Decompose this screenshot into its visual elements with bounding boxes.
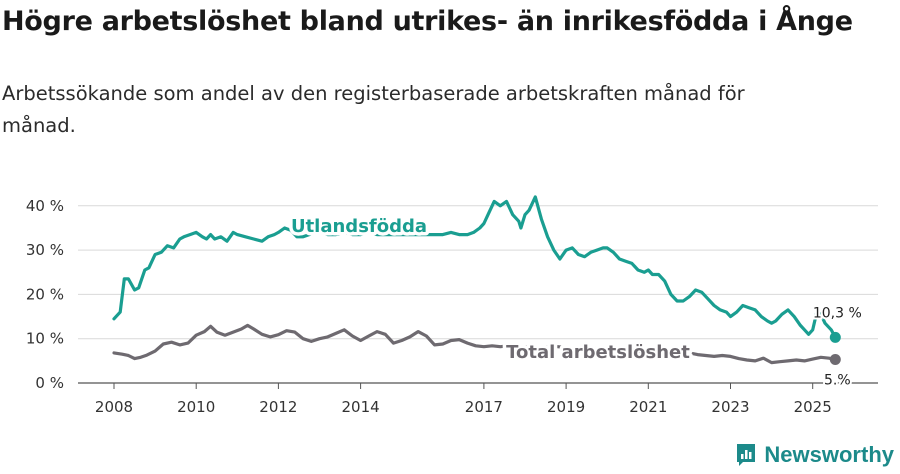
x-tick-label: 2021 bbox=[629, 398, 667, 416]
y-tick-label: 30 % bbox=[26, 241, 64, 259]
x-tick-label: 2014 bbox=[342, 398, 380, 416]
utlandsfodda-series-label-halo: Utlandsfödda bbox=[291, 216, 427, 237]
total-arbetsloshet-series-label: Total arbetslöshet bbox=[506, 342, 690, 363]
x-tick-label: 2025 bbox=[794, 398, 832, 416]
utlandsfodda-end-label: 10,3 % bbox=[813, 305, 862, 321]
utlandsfodda-series-label: Utlandsfödda bbox=[291, 216, 427, 237]
chart-subtitle: Arbetssökande som andel av den registerb… bbox=[2, 82, 745, 137]
y-tick-label: 10 % bbox=[26, 330, 64, 348]
total-end-marker bbox=[829, 354, 841, 366]
x-tick-label: 2017 bbox=[465, 398, 503, 416]
utlandsfodda-end-marker bbox=[829, 331, 841, 343]
total-arbetsloshet-line bbox=[112, 323, 837, 365]
newsworthy-logo: Newsworthy bbox=[736, 442, 894, 468]
brand-name: Newsworthy bbox=[764, 442, 894, 467]
total-arbetsloshet-series-label-halo: Total arbetslöshet bbox=[506, 342, 690, 363]
total-end-label: 5.% bbox=[824, 373, 851, 389]
gridlines: 0 % 10 % 20 % 30 % 40 % bbox=[26, 197, 878, 392]
newsworthy-icon bbox=[737, 444, 756, 466]
x-axis: 2008 2010 2012 2014 2017 2019 2021 2023 2025 bbox=[95, 383, 832, 416]
y-tick-label: 40 % bbox=[26, 197, 64, 215]
y-tick-label: 20 % bbox=[26, 285, 64, 303]
x-tick-label: 2008 bbox=[95, 398, 133, 416]
utlandsfodda-line bbox=[112, 195, 837, 339]
x-tick-label: 2012 bbox=[259, 398, 297, 416]
y-tick-label: 0 % bbox=[35, 374, 64, 392]
series-lines bbox=[112, 195, 837, 365]
x-tick-label: 2019 bbox=[547, 398, 585, 416]
chart-title: Högre arbetslöshet bland utrikes- än inr… bbox=[2, 6, 853, 37]
x-tick-label: 2023 bbox=[711, 398, 749, 416]
x-tick-label: 2010 bbox=[177, 398, 215, 416]
